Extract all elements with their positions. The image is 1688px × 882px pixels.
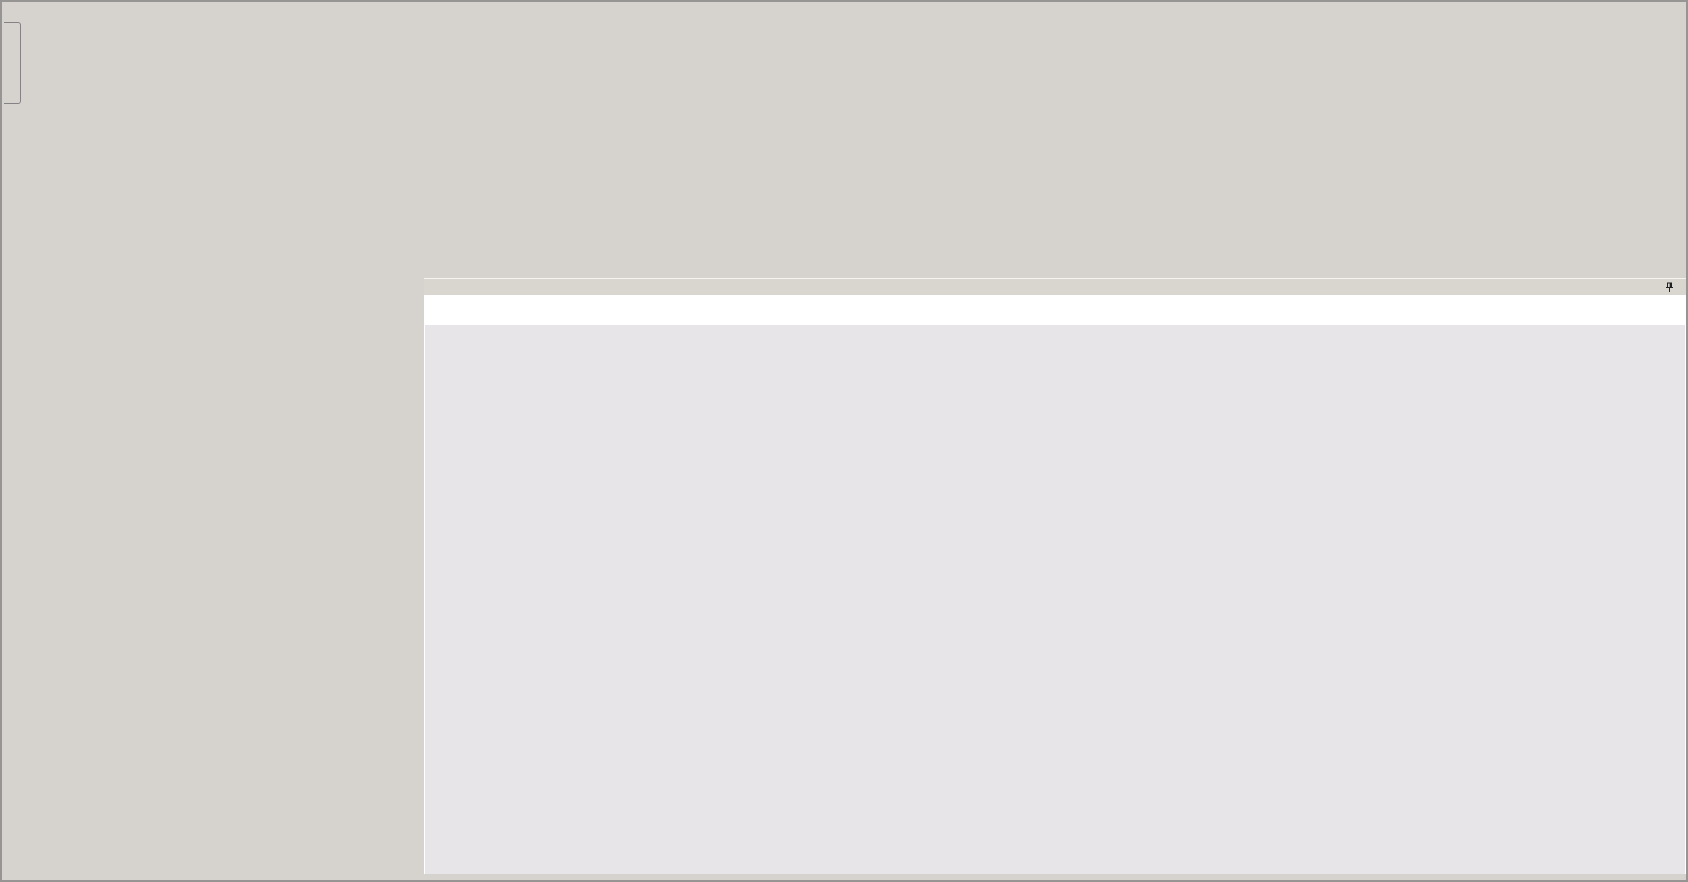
- chart-panel: [424, 278, 1686, 874]
- chart-body: [425, 296, 1685, 874]
- line-chart: [510, 379, 1656, 789]
- pin-icon[interactable]: [1664, 282, 1675, 293]
- chart-panel-titlebar: [424, 278, 1686, 295]
- dashboard-window: { "window": { "tool_selector_label": "To…: [0, 0, 1688, 882]
- chart-legend: [510, 829, 1656, 847]
- tool-selector-tab[interactable]: [4, 22, 21, 104]
